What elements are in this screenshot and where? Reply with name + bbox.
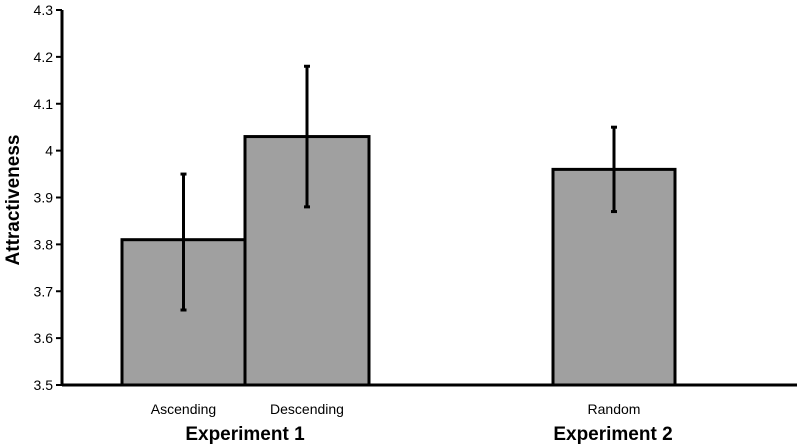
bars [120, 135, 677, 387]
category-label: Ascending [151, 401, 216, 417]
y-tick-label: 4.1 [34, 96, 54, 112]
error-bars [180, 64, 617, 312]
category-label: Descending [270, 401, 344, 417]
y-tick-label: 4.3 [34, 2, 54, 18]
category-label: Random [588, 401, 641, 417]
y-tick-label: 3.7 [34, 283, 54, 299]
y-tick-label: 4.2 [34, 49, 54, 65]
group-labels: Experiment 1 Experiment 2 [185, 424, 672, 445]
y-tick-label: 3.5 [34, 377, 54, 393]
group-label: Experiment 1 [185, 424, 305, 445]
y-tick-label: 3.9 [34, 190, 54, 206]
y-axis-ticks: 3.5 3.6 3.7 3.8 3.9 4 4.1 4.2 4.3 [34, 2, 62, 393]
y-tick-label: 3.8 [34, 236, 54, 252]
group-label: Experiment 2 [553, 424, 672, 445]
y-tick-label: 3.6 [34, 330, 54, 346]
category-labels: Ascending Descending Random [151, 401, 641, 417]
y-axis-title: Attractiveness [3, 135, 24, 266]
y-tick-label: 4 [45, 143, 53, 159]
